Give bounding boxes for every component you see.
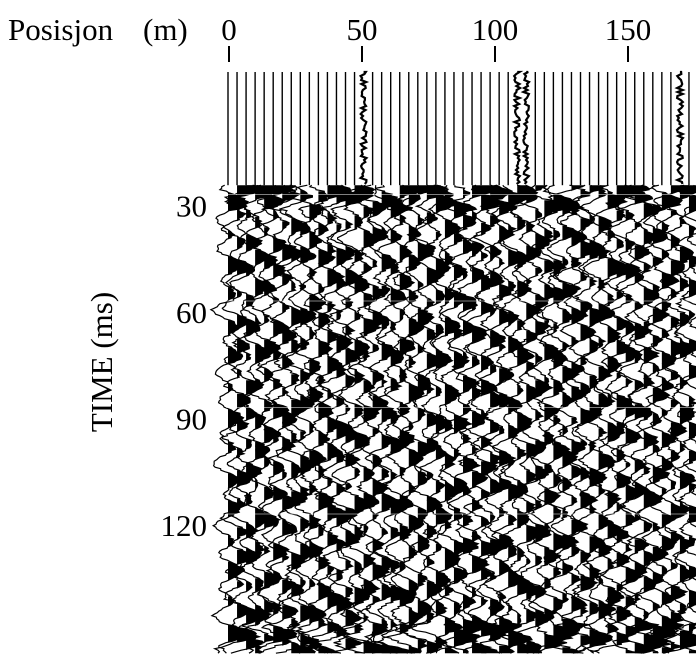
y-tick-label: 30 bbox=[176, 189, 207, 224]
time-axis: TIME (ms) 30 60 90 120 bbox=[84, 189, 207, 544]
wiggle-fill bbox=[363, 185, 384, 654]
x-tick-label: 50 bbox=[347, 12, 378, 47]
wiggle-fill bbox=[472, 185, 495, 654]
wiggle-fill bbox=[688, 195, 696, 654]
wiggle-fill bbox=[679, 185, 696, 651]
wiggle-trace bbox=[373, 184, 426, 654]
wiggle-fill bbox=[345, 191, 363, 651]
wiggle-fill bbox=[408, 191, 424, 654]
wiggle-fill bbox=[453, 200, 481, 648]
noisy-trace-stub bbox=[358, 70, 370, 185]
wiggle-fill bbox=[291, 191, 316, 654]
wiggle-fill bbox=[562, 198, 590, 654]
wiggle-trace bbox=[573, 184, 617, 654]
noisy-trace-stub bbox=[674, 70, 686, 185]
wiggle-fill bbox=[661, 192, 683, 654]
wiggle-trace bbox=[661, 184, 696, 652]
x-tick-label: 150 bbox=[605, 12, 652, 47]
wiggle-fill bbox=[553, 194, 578, 643]
wiggle-fill bbox=[544, 200, 567, 651]
x-axis-label-unit: (m) bbox=[143, 12, 188, 47]
x-axis-label-name: Posisjon bbox=[8, 12, 114, 47]
position-axis: Posisjon (m) 0 50 100 150 bbox=[8, 12, 651, 62]
wiggle-fill bbox=[526, 191, 542, 654]
wiggle-fill bbox=[589, 185, 613, 648]
wiggle-fill bbox=[463, 188, 484, 654]
wiggle-fill bbox=[535, 185, 553, 654]
wiggle-fill bbox=[616, 185, 640, 646]
wiggle-fill bbox=[598, 189, 616, 645]
noisy-trace-stub bbox=[520, 70, 531, 185]
wiggle-fill bbox=[255, 185, 277, 654]
wiggle-trace bbox=[333, 184, 376, 654]
wiggle-fill bbox=[417, 185, 441, 654]
wiggle-fill bbox=[481, 194, 505, 654]
wiggle-fill bbox=[300, 189, 316, 648]
y-tick-label: 120 bbox=[161, 508, 208, 543]
wiggle-fill bbox=[399, 185, 424, 636]
wiggle-fill bbox=[354, 185, 375, 654]
y-axis-label: TIME (ms) bbox=[84, 292, 119, 432]
wiggle-fill bbox=[652, 185, 676, 654]
y-tick-label: 90 bbox=[176, 402, 207, 437]
wiggle-trace bbox=[327, 185, 364, 654]
x-tick-label: 100 bbox=[472, 12, 519, 47]
wiggle-fill bbox=[580, 189, 598, 648]
x-tick-label: 0 bbox=[221, 12, 237, 47]
wiggle-fill bbox=[643, 203, 671, 654]
noisy-trace-stub bbox=[511, 70, 524, 185]
y-tick-label: 60 bbox=[176, 295, 207, 330]
plot-area bbox=[209, 70, 696, 654]
wiggle-fill bbox=[571, 185, 588, 654]
wiggle-trace bbox=[673, 184, 696, 641]
wiggle-trace bbox=[288, 184, 327, 654]
